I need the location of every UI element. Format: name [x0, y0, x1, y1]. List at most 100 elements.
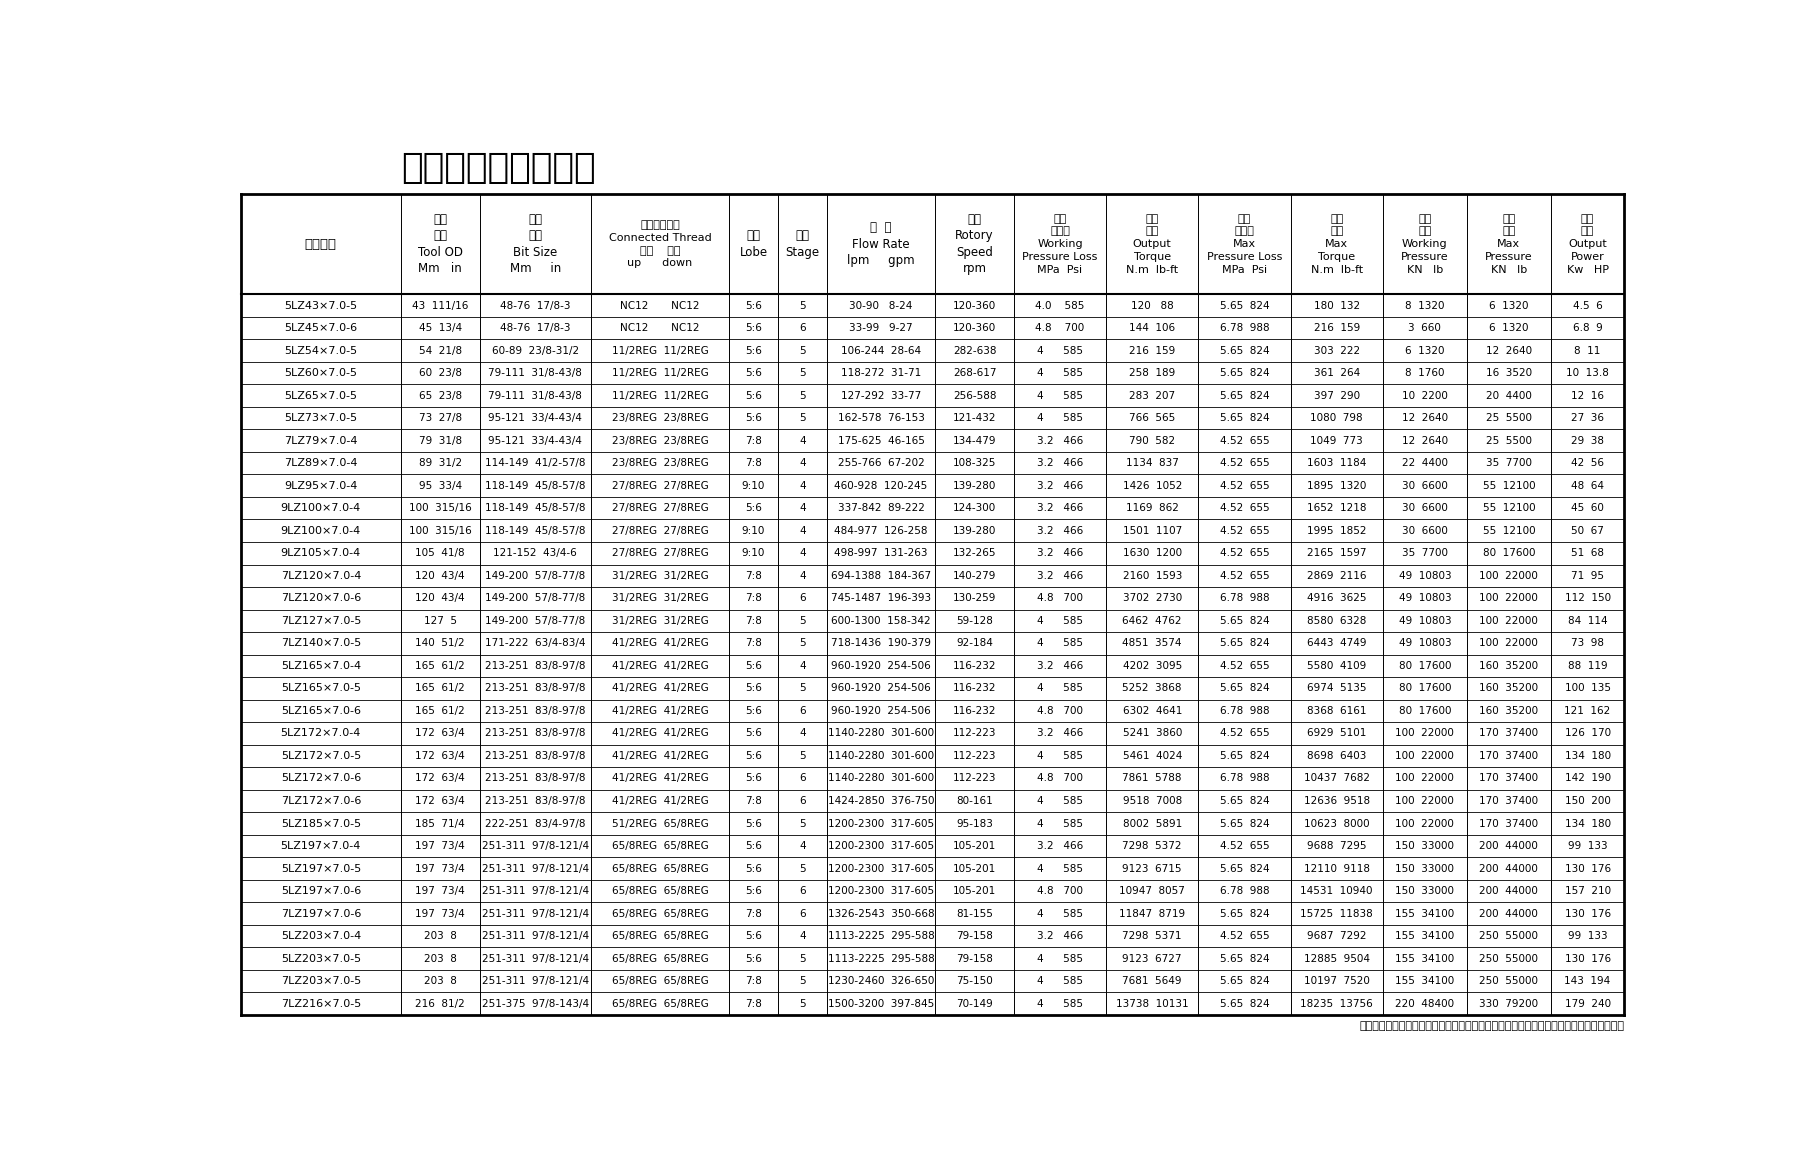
Text: 59-128: 59-128	[956, 616, 992, 625]
Text: 6  1320: 6 1320	[1487, 323, 1527, 333]
Text: 4.52  655: 4.52 655	[1219, 842, 1268, 851]
Text: 钻具型号: 钻具型号	[305, 238, 337, 251]
Text: 5461  4024: 5461 4024	[1121, 751, 1181, 761]
Text: 25  5500: 25 5500	[1486, 436, 1531, 446]
Text: 5:6: 5:6	[744, 683, 762, 694]
Text: 200  44000: 200 44000	[1478, 909, 1538, 919]
Text: 155  34100: 155 34100	[1395, 931, 1453, 941]
Text: 4: 4	[798, 728, 805, 739]
Text: 7:8: 7:8	[744, 976, 762, 986]
Text: 12  2640: 12 2640	[1400, 413, 1448, 423]
Text: 155  34100: 155 34100	[1395, 909, 1453, 919]
Text: 41/2REG  41/2REG: 41/2REG 41/2REG	[611, 683, 707, 694]
Text: 4: 4	[798, 436, 805, 446]
Text: 118-149  45/8-57/8: 118-149 45/8-57/8	[484, 503, 586, 513]
Text: 5.65  824: 5.65 824	[1219, 796, 1268, 806]
Text: 1200-2300  317-605: 1200-2300 317-605	[827, 842, 934, 851]
Text: 5: 5	[798, 864, 805, 874]
Text: 转速
Rotory
Speed
rpm: 转速 Rotory Speed rpm	[954, 213, 994, 275]
Text: 100  315/16: 100 315/16	[408, 526, 472, 535]
Text: 112-223: 112-223	[952, 751, 996, 761]
Text: 9688  7295: 9688 7295	[1306, 842, 1366, 851]
Text: 8  1760: 8 1760	[1404, 368, 1444, 378]
Text: 10197  7520: 10197 7520	[1302, 976, 1370, 986]
Text: 100  22000: 100 22000	[1478, 638, 1538, 649]
Text: 6.8  9: 6.8 9	[1573, 323, 1602, 333]
Text: 197  73/4: 197 73/4	[415, 842, 464, 851]
Text: 5LZ43×7.0-5: 5LZ43×7.0-5	[285, 301, 357, 311]
Text: 33-99   9-27: 33-99 9-27	[849, 323, 912, 333]
Text: 160  35200: 160 35200	[1478, 683, 1538, 694]
Text: 203  8: 203 8	[423, 954, 457, 964]
Text: 185  71/4: 185 71/4	[415, 818, 464, 829]
Text: 4.52  655: 4.52 655	[1219, 458, 1268, 468]
Text: 4.8   700: 4.8 700	[1036, 706, 1083, 716]
Text: 5LZ172×7.0-5: 5LZ172×7.0-5	[281, 751, 361, 761]
Text: 1200-2300  317-605: 1200-2300 317-605	[827, 864, 934, 874]
Text: 4      585: 4 585	[1036, 391, 1083, 401]
Text: 1426  1052: 1426 1052	[1121, 481, 1181, 490]
Text: 157  210: 157 210	[1564, 887, 1609, 896]
Text: 120-360: 120-360	[952, 301, 996, 311]
Text: 80-161: 80-161	[956, 796, 992, 806]
Text: 213-251  83/8-97/8: 213-251 83/8-97/8	[484, 796, 586, 806]
Text: 165  61/2: 165 61/2	[415, 661, 464, 670]
Text: 4: 4	[798, 931, 805, 941]
Text: 7:8: 7:8	[744, 909, 762, 919]
Text: 31/2REG  31/2REG: 31/2REG 31/2REG	[611, 616, 707, 625]
Text: 118-149  45/8-57/8: 118-149 45/8-57/8	[484, 526, 586, 535]
Text: 4.52  655: 4.52 655	[1219, 571, 1268, 580]
Text: 251-311  97/8-121/4: 251-311 97/8-121/4	[481, 887, 588, 896]
Text: 41/2REG  41/2REG: 41/2REG 41/2REG	[611, 728, 707, 739]
Text: 120-360: 120-360	[952, 323, 996, 333]
Text: 7LZ203×7.0-5: 7LZ203×7.0-5	[281, 976, 361, 986]
Text: 6.78  988: 6.78 988	[1219, 323, 1268, 333]
Text: 5LZ197×7.0-4: 5LZ197×7.0-4	[281, 842, 361, 851]
Text: 1652  1218: 1652 1218	[1306, 503, 1366, 513]
Text: 460-928  120-245: 460-928 120-245	[834, 481, 927, 490]
Text: 4.5  6: 4.5 6	[1573, 301, 1602, 311]
Text: 5: 5	[798, 368, 805, 378]
Text: 95-121  33/4-43/4: 95-121 33/4-43/4	[488, 413, 582, 423]
Text: 6: 6	[798, 323, 805, 333]
Text: 10  13.8: 10 13.8	[1565, 368, 1609, 378]
Text: 10  2200: 10 2200	[1400, 391, 1448, 401]
Text: 79-158: 79-158	[956, 954, 992, 964]
Text: 5LZ73×7.0-5: 5LZ73×7.0-5	[285, 413, 357, 423]
Text: 5: 5	[798, 413, 805, 423]
Text: 100  22000: 100 22000	[1395, 818, 1453, 829]
Text: 最大
压力降
Max
Pressure Loss
MPa  Psi: 最大 压力降 Max Pressure Loss MPa Psi	[1206, 214, 1281, 275]
Text: 222-251  83/4-97/8: 222-251 83/4-97/8	[484, 818, 586, 829]
Text: 23/8REG  23/8REG: 23/8REG 23/8REG	[611, 458, 707, 468]
Text: 170  37400: 170 37400	[1478, 796, 1538, 806]
Text: 12  2640: 12 2640	[1486, 346, 1531, 356]
Text: 6974  5135: 6974 5135	[1306, 683, 1366, 694]
Text: 155  34100: 155 34100	[1395, 954, 1453, 964]
Text: 4      585: 4 585	[1036, 368, 1083, 378]
Text: 134-479: 134-479	[952, 436, 996, 446]
Text: 41/2REG  41/2REG: 41/2REG 41/2REG	[611, 706, 707, 716]
Text: 35  7700: 35 7700	[1486, 458, 1531, 468]
Text: 118-149  45/8-57/8: 118-149 45/8-57/8	[484, 481, 586, 490]
Text: 7:8: 7:8	[744, 593, 762, 603]
Text: 45  60: 45 60	[1571, 503, 1604, 513]
Text: 7298  5372: 7298 5372	[1121, 842, 1181, 851]
Text: 5.65  824: 5.65 824	[1219, 346, 1268, 356]
Text: 1080  798: 1080 798	[1310, 413, 1362, 423]
Text: 3.2   466: 3.2 466	[1036, 842, 1083, 851]
Text: 7LZ120×7.0-4: 7LZ120×7.0-4	[281, 571, 361, 580]
Text: 80  17600: 80 17600	[1399, 683, 1449, 694]
Text: 100  22000: 100 22000	[1395, 751, 1453, 761]
Text: 4.8   700: 4.8 700	[1036, 593, 1083, 603]
Text: 170  37400: 170 37400	[1478, 751, 1538, 761]
Text: 4: 4	[798, 842, 805, 851]
Text: 12110  9118: 12110 9118	[1302, 864, 1370, 874]
Text: 7:8: 7:8	[744, 458, 762, 468]
Text: 7LZ216×7.0-5: 7LZ216×7.0-5	[281, 999, 361, 1009]
Text: 5: 5	[798, 346, 805, 356]
Text: 15725  11838: 15725 11838	[1299, 909, 1373, 919]
Text: 116-232: 116-232	[952, 706, 996, 716]
Text: 6: 6	[798, 887, 805, 896]
Text: 9123  6727: 9123 6727	[1121, 954, 1181, 964]
Text: 2869  2116: 2869 2116	[1306, 571, 1366, 580]
